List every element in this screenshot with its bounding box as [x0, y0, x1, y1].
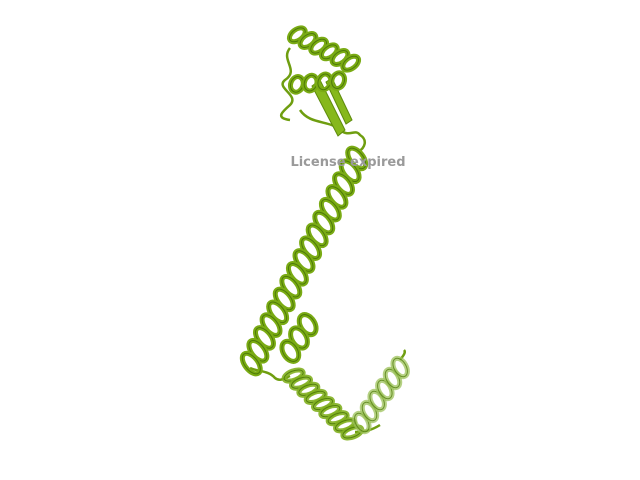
loop — [249, 47, 407, 434]
watermark: License expired — [290, 155, 405, 170]
helix-turn-shade — [342, 55, 360, 71]
helix-turn-shade — [331, 72, 346, 89]
protein-structure — [239, 25, 410, 441]
helix-turn-shade — [392, 357, 408, 378]
helix-turn-shade — [241, 352, 261, 375]
helix-turn-shade — [281, 340, 300, 362]
